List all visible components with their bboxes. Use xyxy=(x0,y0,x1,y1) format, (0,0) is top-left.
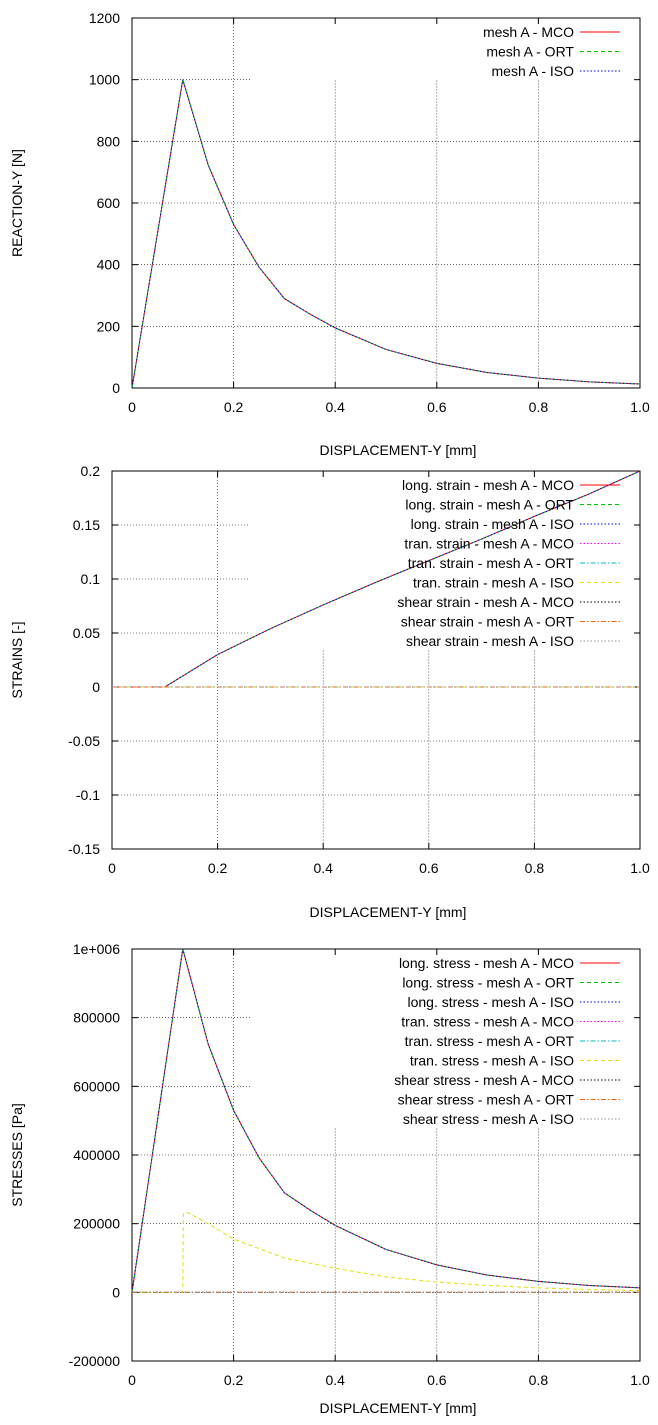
y-tick-label: -0.1 xyxy=(76,787,100,803)
legend-label: long. strain - mesh A - MCO xyxy=(402,477,574,493)
x-tick-label: 1.0 xyxy=(630,860,650,876)
legend-label: tran. stress - mesh A - MCO xyxy=(401,1014,574,1030)
y-tick-label: 0 xyxy=(92,679,100,695)
x-tick-label: 0.8 xyxy=(529,399,549,415)
x-axis-label: DISPLACEMENT-Y [mm] xyxy=(320,442,477,458)
series-line xyxy=(112,470,641,688)
legend-label: mesh A - MCO xyxy=(483,24,574,40)
x-tick-label: 0 xyxy=(128,1372,136,1388)
x-tick-label: 0.2 xyxy=(224,1372,244,1388)
x-tick-label: 0.4 xyxy=(325,399,345,415)
y-tick-label: 800000 xyxy=(73,1010,120,1026)
x-tick-label: 0.2 xyxy=(224,399,244,415)
legend-label: tran. strain - mesh A - ORT xyxy=(408,555,575,571)
x-axis-label: DISPLACEMENT-Y [mm] xyxy=(310,904,467,920)
series-line xyxy=(131,79,641,389)
y-tick-label: 0 xyxy=(112,1284,120,1300)
legend-label: tran. strain - mesh A - ISO xyxy=(413,575,574,591)
legend-label: shear stress - mesh A - MCO xyxy=(394,1072,574,1088)
y-tick-label: -0.05 xyxy=(68,733,100,749)
legend-label: shear stress - mesh A - ORT xyxy=(398,1092,575,1108)
legend-label: mesh A - ISO xyxy=(492,63,575,79)
legend-label: tran. stress - mesh A - ORT xyxy=(405,1033,575,1049)
series-line xyxy=(132,1212,641,1293)
legend-label: shear stress - mesh A - ISO xyxy=(403,1111,574,1127)
plot-frame xyxy=(131,948,641,1362)
legend-label: long. stress - mesh A - MCO xyxy=(399,955,574,971)
x-tick-label: 0.8 xyxy=(529,1372,549,1388)
x-axis-label: DISPLACEMENT-Y [mm] xyxy=(320,1400,477,1416)
legend-label: tran. strain - mesh A - MCO xyxy=(404,536,574,552)
y-tick-label: 600 xyxy=(97,195,121,211)
y-tick-label: 800 xyxy=(97,133,121,149)
x-tick-label: 0.4 xyxy=(313,860,333,876)
y-axis-label: REACTION-Y [N] xyxy=(9,149,25,257)
y-tick-label: -0.15 xyxy=(68,841,100,857)
y-tick-label: 0.2 xyxy=(81,463,101,479)
legend-label: long. stress - mesh A - ORT xyxy=(402,975,574,991)
legend-label: long. strain - mesh A - ORT xyxy=(405,497,574,513)
y-tick-label: 0.05 xyxy=(73,625,100,641)
x-tick-label: 1.0 xyxy=(630,399,650,415)
x-tick-label: 0.8 xyxy=(525,860,545,876)
x-tick-label: 0.6 xyxy=(427,1372,447,1388)
x-tick-label: 1.0 xyxy=(630,1372,650,1388)
y-tick-label: 1e+006 xyxy=(73,941,120,957)
y-axis-label: STRAINS [-] xyxy=(9,621,25,698)
plot-frame xyxy=(111,470,641,850)
y-tick-label: 1000 xyxy=(89,72,120,88)
y-tick-label: 200000 xyxy=(73,1216,120,1232)
y-tick-label: 400000 xyxy=(73,1147,120,1163)
legend-label: shear strain - mesh A - ISO xyxy=(406,633,574,649)
x-tick-label: 0.2 xyxy=(208,860,228,876)
legend-label: mesh A - ORT xyxy=(486,44,574,60)
y-tick-label: 600000 xyxy=(73,1078,120,1094)
y-axis-label: STRESSES [Pa] xyxy=(9,1103,25,1206)
legend-label: tran. stress - mesh A - ISO xyxy=(410,1053,574,1069)
legend-label: long. strain - mesh A - ISO xyxy=(411,516,575,532)
x-tick-label: 0.4 xyxy=(325,1372,345,1388)
y-tick-label: -200000 xyxy=(69,1353,121,1369)
series-line xyxy=(131,79,641,389)
series-line xyxy=(131,948,641,1293)
legend-label: shear strain - mesh A - ORT xyxy=(401,614,575,630)
y-tick-label: 0.15 xyxy=(73,517,100,533)
x-tick-label: 0 xyxy=(128,399,136,415)
y-tick-label: 200 xyxy=(97,318,121,334)
y-tick-label: 0 xyxy=(112,380,120,396)
x-tick-label: 0.6 xyxy=(419,860,439,876)
x-tick-label: 0 xyxy=(108,860,116,876)
x-tick-label: 0.6 xyxy=(427,399,447,415)
series-line xyxy=(131,79,641,389)
y-tick-label: 1200 xyxy=(89,10,120,26)
legend-label: shear strain - mesh A - MCO xyxy=(397,594,574,610)
legend-label: long. stress - mesh A - ISO xyxy=(407,994,574,1010)
y-tick-label: 0.1 xyxy=(81,571,101,587)
y-tick-label: 400 xyxy=(97,257,121,273)
